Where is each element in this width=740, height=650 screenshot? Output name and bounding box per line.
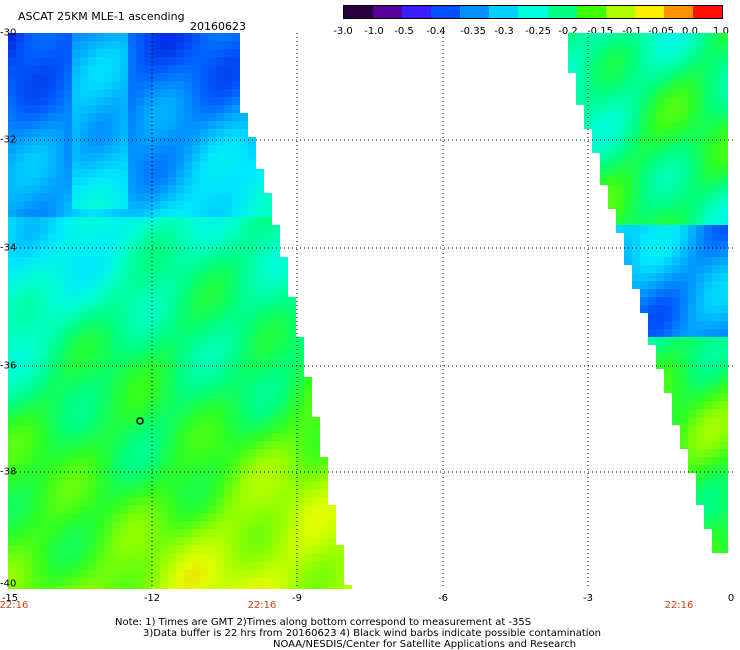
swath-time: 22:16 xyxy=(247,600,277,611)
lon-label: -12 xyxy=(143,593,161,604)
graticule xyxy=(8,33,734,589)
colorbar-segment xyxy=(663,6,693,18)
colorbar-label: -0.35 xyxy=(460,26,486,37)
colorbar-labels: -3.0 -1.0 -0.5 -0.4 -0.35 -0.3 -0.25 -0.… xyxy=(328,26,738,38)
colorbar-segment xyxy=(460,6,490,18)
colorbar-segment xyxy=(518,6,548,18)
colorbar-label: -0.15 xyxy=(587,26,613,37)
chart-title: ASCAT 25KM MLE-1 ascending xyxy=(18,10,185,23)
lon-label: -15 xyxy=(1,593,19,604)
lat-label: -40 xyxy=(0,578,17,590)
colorbar-segment xyxy=(402,6,432,18)
colorbar-label: -0.5 xyxy=(394,26,414,37)
colorbar-label: -0.25 xyxy=(525,26,551,37)
colorbar-label: -0.3 xyxy=(494,26,514,37)
colorbar-label: -0.05 xyxy=(648,26,674,37)
lon-label: 0 xyxy=(727,593,735,604)
note-line: 3)Data buffer is 22 hrs from 20160623 4)… xyxy=(143,628,601,639)
colorbar-segment xyxy=(373,6,403,18)
colorbar-segment xyxy=(605,6,635,18)
footnote: Note: 1) Times are GMT 2)Times along bot… xyxy=(115,617,601,650)
colorbar-segment xyxy=(576,6,606,18)
lat-label: -34 xyxy=(0,242,17,254)
lat-label: -36 xyxy=(0,360,17,372)
note-line: Note: 1) Times are GMT 2)Times along bot… xyxy=(115,617,532,628)
colorbar-label: 1.0 xyxy=(713,26,729,37)
colorbar-label: -0.2 xyxy=(558,26,578,37)
wind-map xyxy=(8,33,734,589)
swath-cells xyxy=(8,33,728,589)
lon-label: -9 xyxy=(292,593,302,604)
colorbar-label: -0.1 xyxy=(622,26,642,37)
colorbar-label: -0.4 xyxy=(426,26,446,37)
colorbar-segment xyxy=(489,6,519,18)
date-label: 20160623 xyxy=(190,20,246,33)
colorbar-segment xyxy=(634,6,664,18)
colorbar-label: -1.0 xyxy=(364,26,384,37)
lat-label: -38 xyxy=(0,466,17,478)
note-line: NOAA/NESDIS/Center for Satellite Applica… xyxy=(273,639,577,650)
colorbar-label: -3.0 xyxy=(333,26,353,37)
lon-label: -6 xyxy=(438,593,448,604)
colorbar-segment xyxy=(547,6,577,18)
colorbar-segment xyxy=(344,6,374,18)
lat-label: -30 xyxy=(0,27,17,39)
lat-label: -32 xyxy=(0,134,17,146)
colorbar xyxy=(343,5,723,19)
colorbar-segment xyxy=(692,6,723,18)
swath-time: 22:16 xyxy=(664,600,694,611)
swath-time: 22:16 xyxy=(0,600,29,611)
lon-label: -3 xyxy=(583,593,593,604)
colorbar-label: 0.0 xyxy=(682,26,698,37)
island-marker xyxy=(136,417,144,425)
colorbar-segment xyxy=(431,6,461,18)
